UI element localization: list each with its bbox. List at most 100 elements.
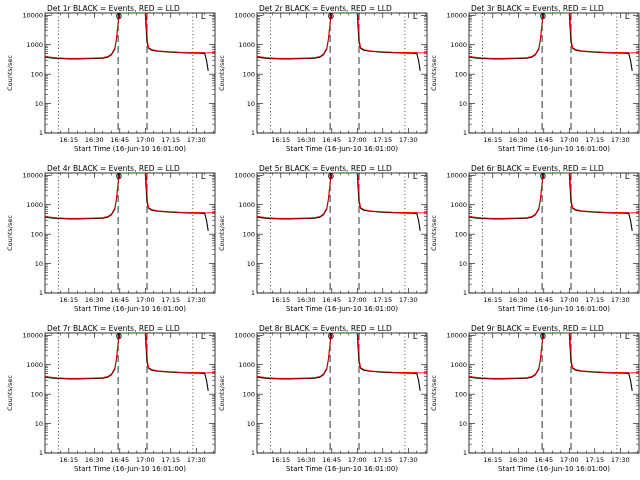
x-tick-label: 17:30 [611, 296, 630, 304]
x-tick-label: 17:00 [560, 296, 579, 304]
y-tick-label: 10 [35, 260, 43, 268]
x-tick-label: 17:00 [348, 136, 367, 144]
x-tick-label: 16:30 [85, 456, 104, 464]
x-tick-label: 16:45 [322, 136, 341, 144]
y-tick-label: 1000 [26, 201, 43, 209]
y-tick-label: 10000 [22, 172, 43, 180]
series-events-line [45, 13, 209, 71]
plot-frame [468, 332, 640, 454]
y-axis-label: Counts/sec [6, 55, 14, 91]
x-tick-label: 16:15 [59, 456, 78, 464]
panel-3: Det 3r BLACK = Events, RED = LLD 1 10 100 10… [430, 4, 640, 153]
y-tick-label: 100 [31, 230, 43, 238]
y-tick-label: 10000 [22, 12, 43, 20]
x-tick-label: 16:45 [110, 136, 129, 144]
x-tick-label: 16:15 [271, 456, 290, 464]
x-tick-label: 17:00 [560, 456, 579, 464]
panel-title: Det 1r BLACK = Events, RED = LLD [47, 4, 180, 13]
x-tick-label: 17:15 [161, 456, 180, 464]
x-axis-label: Start Time (16-Jun-10 16:01:00) [498, 305, 610, 313]
y-tick-label: 1000 [26, 41, 43, 49]
x-tick-label: 17:15 [161, 136, 180, 144]
y-axis-label: Counts/sec [6, 375, 14, 411]
x-axis-label: Start Time (16-Jun-10 16:01:00) [286, 145, 398, 153]
plot-frame [44, 12, 216, 134]
plot-frame [468, 172, 640, 294]
y-tick-label: 100 [31, 70, 43, 78]
circle-flag-label: O [116, 12, 122, 21]
y-axis-label: Counts/sec [218, 375, 226, 411]
panel-title: Det 6r BLACK = Events, RED = LLD [471, 164, 604, 173]
corner-flag-label: L [625, 172, 630, 181]
x-tick-label: 17:15 [373, 296, 392, 304]
x-tick-label: 16:45 [534, 296, 553, 304]
x-axis-label: Start Time (16-Jun-10 16:01:00) [74, 145, 186, 153]
y-tick-label: 10000 [234, 12, 255, 20]
y-tick-label: 10 [459, 100, 467, 108]
x-tick-label: 17:00 [136, 296, 155, 304]
x-tick-label: 16:30 [509, 456, 528, 464]
x-tick-label: 16:15 [483, 296, 502, 304]
panel-8: Det 8r BLACK = Events, RED = LLD 1 10 100 10… [218, 324, 428, 473]
x-tick-label: 16:15 [483, 136, 502, 144]
corner-flag-label: L [201, 172, 206, 181]
corner-flag-label: L [201, 332, 206, 341]
y-tick-label: 1000 [238, 361, 255, 369]
x-tick-label: 17:30 [611, 456, 630, 464]
series-lld-line [257, 173, 427, 219]
circle-flag-label: O [540, 332, 546, 341]
y-tick-label: 10 [247, 100, 255, 108]
x-tick-label: 17:15 [373, 136, 392, 144]
y-tick-label: 1000 [26, 361, 43, 369]
series-lld-line [469, 13, 639, 59]
x-tick-label: 17:30 [399, 296, 418, 304]
x-tick-label: 17:30 [187, 296, 206, 304]
circle-flag-label: O [116, 172, 122, 181]
y-tick-label: 10000 [234, 172, 255, 180]
plot-frame [256, 332, 428, 454]
panel-5: Det 5r BLACK = Events, RED = LLD 1 10 100 10… [218, 164, 428, 313]
x-tick-label: 16:15 [271, 136, 290, 144]
y-tick-label: 1 [251, 129, 255, 137]
y-axis-label: Counts/sec [6, 215, 14, 251]
y-tick-label: 10000 [446, 332, 467, 340]
x-tick-label: 17:00 [348, 456, 367, 464]
series-lld-line [45, 13, 215, 59]
plot-frame [468, 12, 640, 134]
x-tick-label: 17:30 [187, 136, 206, 144]
y-tick-label: 1000 [450, 41, 467, 49]
y-tick-label: 10 [459, 260, 467, 268]
series-lld-line [45, 333, 215, 379]
panel-title: Det 7r BLACK = Events, RED = LLD [47, 324, 180, 333]
corner-flag-label: L [413, 172, 418, 181]
x-tick-label: 17:15 [585, 296, 604, 304]
x-tick-label: 16:45 [322, 456, 341, 464]
circle-flag-label: O [116, 332, 122, 341]
series-events-line [45, 333, 209, 391]
y-tick-label: 10 [247, 260, 255, 268]
panel-6: Det 6r BLACK = Events, RED = LLD 1 10 100 10… [430, 164, 640, 313]
y-tick-label: 1 [39, 129, 43, 137]
panel-title: Det 5r BLACK = Events, RED = LLD [259, 164, 392, 173]
x-tick-label: 16:30 [85, 296, 104, 304]
y-tick-label: 10000 [22, 332, 43, 340]
y-tick-label: 1 [39, 289, 43, 297]
x-tick-label: 16:30 [509, 136, 528, 144]
series-events-line [257, 13, 421, 71]
panel-9: Det 9r BLACK = Events, RED = LLD 1 10 100 10… [430, 324, 640, 473]
x-tick-label: 16:30 [297, 136, 316, 144]
corner-flag-label: L [413, 332, 418, 341]
panel-7: Det 7r BLACK = Events, RED = LLD 1 10 100 10… [6, 324, 216, 473]
y-axis-label: Counts/sec [430, 375, 438, 411]
y-tick-label: 100 [243, 390, 255, 398]
x-tick-label: 17:30 [399, 456, 418, 464]
series-lld-line [469, 333, 639, 379]
circle-flag-label: O [328, 332, 334, 341]
circle-flag-label: O [540, 172, 546, 181]
x-axis-label: Start Time (16-Jun-10 16:01:00) [498, 145, 610, 153]
x-tick-label: 16:45 [322, 296, 341, 304]
series-events-line [257, 173, 421, 231]
x-tick-label: 17:15 [161, 296, 180, 304]
y-tick-label: 100 [455, 390, 467, 398]
corner-flag-label: L [201, 12, 206, 21]
